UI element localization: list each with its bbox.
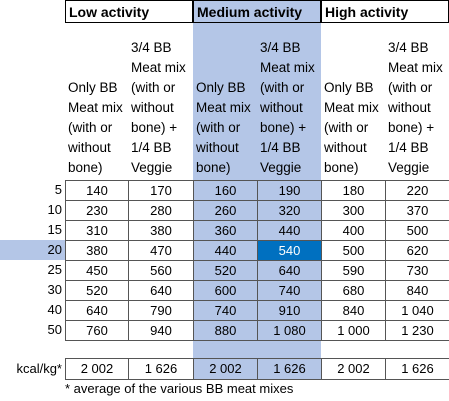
value-cell: 740 (257, 280, 322, 301)
value-cell: 300 (321, 200, 386, 221)
value-cell: 360 (193, 220, 258, 241)
value-cell: 230 (65, 200, 129, 221)
row-label: 15 (47, 222, 62, 237)
value-cell: 760 (65, 320, 129, 341)
kcal-cell: 1 626 (385, 358, 449, 380)
value-cell: 640 (257, 260, 322, 281)
row-label: 30 (47, 282, 62, 297)
kcal-cell: 1 626 (128, 358, 194, 380)
value-cell: 140 (65, 180, 129, 201)
value-cell: 320 (257, 200, 322, 221)
value-cell: 640 (128, 280, 194, 301)
value-cell: 500 (385, 220, 449, 241)
column-description: 3/4 BB Meat mix (with or without bone) +… (131, 40, 186, 175)
group-header: Low activity (65, 0, 193, 23)
value-cell: 220 (385, 180, 449, 201)
column-description: Only BB Meat mix (with or without bone) (68, 80, 123, 175)
row-label: 10 (47, 202, 62, 217)
value-cell: 380 (65, 240, 129, 261)
value-cell: 620 (385, 240, 449, 261)
footnote: * average of the various BB meat mixes (65, 381, 294, 396)
value-cell: 910 (257, 300, 322, 321)
row-highlight (0, 240, 65, 260)
row-label: 5 (54, 182, 62, 197)
value-cell: 1 080 (257, 320, 322, 341)
value-cell: 500 (321, 240, 386, 261)
value-cell: 440 (193, 240, 258, 261)
value-cell: 1 230 (385, 320, 449, 341)
value-cell: 520 (65, 280, 129, 301)
row-label: 50 (47, 322, 62, 337)
kcal-label: kcal/kg* (16, 361, 62, 376)
row-label: 40 (47, 302, 62, 317)
value-cell: 640 (65, 300, 129, 321)
value-cell: 880 (193, 320, 258, 341)
value-cell: 940 (128, 320, 194, 341)
value-cell: 370 (385, 200, 449, 221)
value-cell: 680 (321, 280, 386, 301)
value-cell: 740 (193, 300, 258, 321)
value-cell: 400 (321, 220, 386, 241)
value-cell: 440 (257, 220, 322, 241)
value-cell: 450 (65, 260, 129, 281)
column-description: 3/4 BB Meat mix (with or without bone) +… (388, 40, 443, 175)
value-cell: 310 (65, 220, 129, 241)
kcal-cell: 2 002 (193, 358, 258, 380)
value-cell: 540 (257, 240, 322, 261)
value-cell: 260 (193, 200, 258, 221)
value-cell: 840 (321, 300, 386, 321)
value-cell: 1 040 (385, 300, 449, 321)
value-cell: 560 (128, 260, 194, 281)
row-label: 25 (47, 262, 62, 277)
value-cell: 280 (128, 200, 194, 221)
kcal-cell: 2 002 (65, 358, 129, 380)
group-header: Medium activity (193, 0, 321, 23)
column-description: Only BB Meat mix (with or without bone) (196, 80, 251, 175)
value-cell: 160 (193, 180, 258, 201)
value-cell: 730 (385, 260, 449, 281)
value-cell: 190 (257, 180, 322, 201)
value-cell: 590 (321, 260, 386, 281)
kcal-cell: 2 002 (321, 358, 386, 380)
value-cell: 520 (193, 260, 258, 281)
value-cell: 790 (128, 300, 194, 321)
column-description: 3/4 BB Meat mix (with or without bone) +… (260, 40, 315, 175)
value-cell: 470 (128, 240, 194, 261)
column-description: Only BB Meat mix (with or without bone) (324, 80, 379, 175)
value-cell: 380 (128, 220, 194, 241)
row-label: 20 (47, 242, 62, 257)
kcal-cell: 1 626 (257, 358, 322, 380)
value-cell: 1 000 (321, 320, 386, 341)
value-cell: 170 (128, 180, 194, 201)
value-cell: 180 (321, 180, 386, 201)
value-cell: 840 (385, 280, 449, 301)
value-cell: 600 (193, 280, 258, 301)
group-header: High activity (321, 0, 449, 23)
